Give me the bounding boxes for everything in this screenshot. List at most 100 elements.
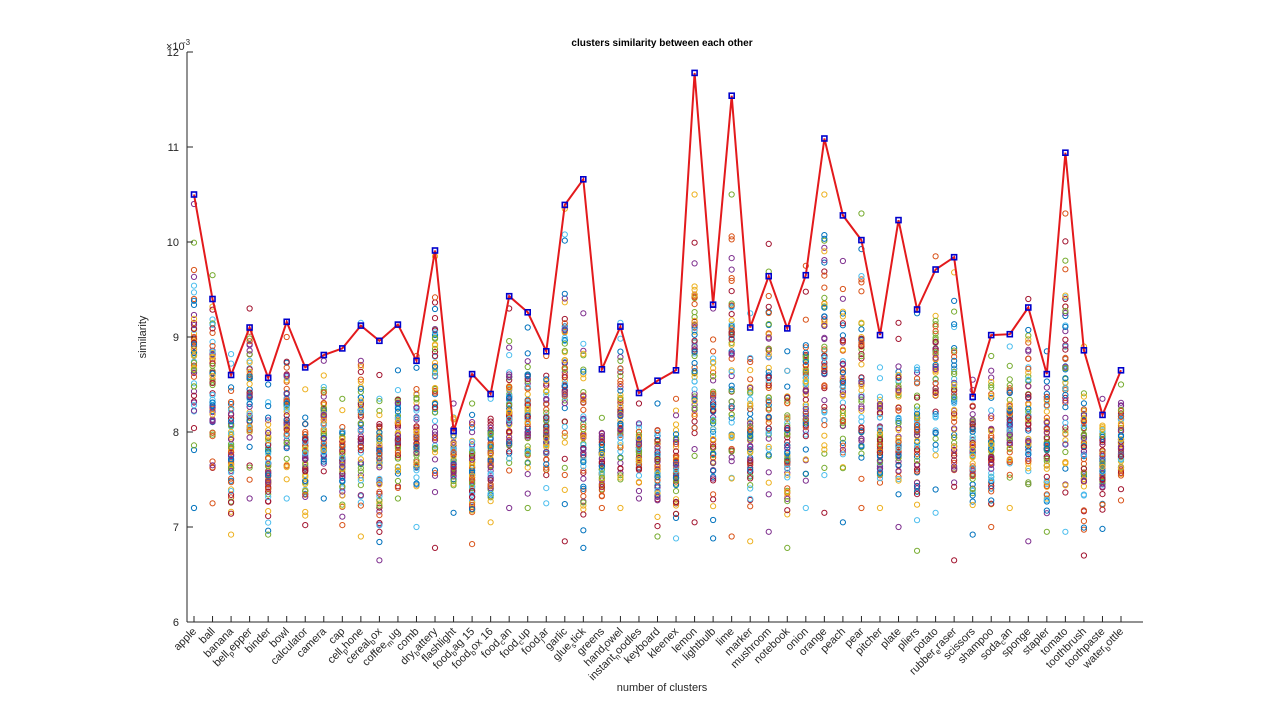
scatter-point [951,479,958,486]
scatter-point [580,366,587,373]
scatter-point [988,473,995,480]
scatter-point [969,454,976,461]
scatter-point [1062,414,1069,421]
scatter-point [283,416,290,423]
scatter-point [691,352,698,360]
scatter-point [839,465,847,472]
scatter-point [691,430,698,437]
scatter-point [487,430,494,437]
scatter-point [951,398,958,405]
scatter-point [913,457,921,464]
scatter-point [802,504,809,512]
scatter-point [765,354,772,361]
scatter-point [617,472,624,479]
scatter-point [469,497,476,504]
scatter-point [951,347,958,354]
scatter-point [765,469,772,476]
scatter-point [1080,452,1088,459]
scatter-point [209,329,216,336]
scatter-point [339,428,346,435]
scatter-point [283,412,290,419]
scatter-point [283,408,290,415]
scatter-point [265,430,272,437]
scatter-point [394,435,402,442]
scatter-point [580,502,587,509]
scatter-point [376,464,383,471]
scatter-point [784,348,791,355]
scatter-point [394,464,402,471]
scatter-point [654,523,661,530]
scatter-point [394,405,402,412]
scatter-point [747,354,754,362]
scatter-point [821,403,828,410]
scatter-point [858,279,865,286]
scatter-point [524,504,531,512]
scatter-point [876,432,884,439]
scatter-point [1062,437,1069,444]
scatter-point [302,434,309,441]
scatter-point [728,277,735,284]
scatter-point [431,431,439,438]
scatter-point [728,533,735,540]
scatter-point [858,355,865,362]
scatter-point [747,503,754,510]
scatter-point [1025,414,1032,421]
scatter-point [728,458,735,465]
scatter-point [190,295,198,303]
scatter-point [320,456,327,463]
scatter-point [227,475,235,482]
scatter-point [672,496,680,503]
scatter-point [357,477,364,484]
scatter-point [561,501,568,508]
scatter-point [802,408,809,415]
scatter-point [691,378,698,385]
series-marker [1025,304,1032,311]
scatter-point [635,487,643,495]
scatter-point [246,476,253,483]
scatter-point [431,331,439,339]
scatter-point [839,295,847,302]
scatter-point [543,466,550,474]
scatter-point [357,403,364,411]
scatter-point [728,411,735,418]
scatter-point [209,431,216,438]
scatter-point [617,403,624,410]
scatter-point [951,410,958,417]
scatter-point [1062,465,1069,472]
series-marker [1062,149,1069,156]
scatter-point [765,416,772,423]
scatter-point [839,404,847,411]
scatter-point [450,457,457,464]
scatter-point [951,434,958,441]
scatter-point [302,455,309,463]
scatter-point [895,372,902,379]
scatter-point [394,432,402,439]
scatter-point [190,373,198,380]
scatter-point [765,374,772,381]
scatter-point [1117,486,1125,493]
scatter-point [580,340,587,347]
scatter-point [561,299,568,306]
scatter-point [246,427,253,434]
scatter-point [227,451,235,458]
scatter-point [932,452,939,459]
scatter-point [469,446,476,453]
scatter-point [765,303,772,310]
scatter-point [728,348,735,355]
scatter-point [265,519,272,526]
scatter-point [190,325,198,332]
scatter-point [524,350,531,357]
scatter-point [302,421,309,428]
scatter-point [617,444,624,451]
scatter-point [932,509,939,516]
scatter-point [747,420,754,427]
scatter-point [617,439,624,446]
scatter-point [728,386,735,393]
scatter-point [302,473,309,481]
scatter-point [802,456,809,463]
scatter-point [283,397,290,404]
scatter-point [728,341,735,348]
scatter-point [1062,482,1069,489]
scatter-point [802,446,809,453]
scatter-point [988,352,995,360]
